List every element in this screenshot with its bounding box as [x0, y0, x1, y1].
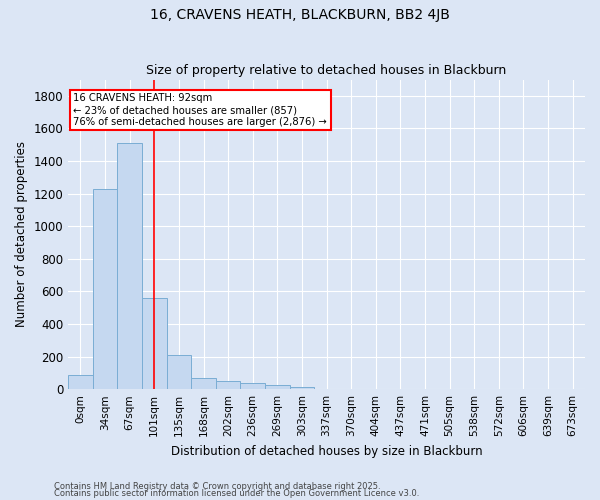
Bar: [167, 355, 191, 389]
Bar: [191, 378, 216, 389]
Bar: [68, 374, 93, 389]
Bar: [142, 298, 167, 389]
Bar: [118, 143, 142, 389]
Text: Contains public sector information licensed under the Open Government Licence v3: Contains public sector information licen…: [54, 489, 419, 498]
Text: 16, CRAVENS HEATH, BLACKBURN, BB2 4JB: 16, CRAVENS HEATH, BLACKBURN, BB2 4JB: [150, 8, 450, 22]
Bar: [93, 188, 118, 389]
Text: 16 CRAVENS HEATH: 92sqm
← 23% of detached houses are smaller (857)
76% of semi-d: 16 CRAVENS HEATH: 92sqm ← 23% of detache…: [73, 94, 327, 126]
Title: Size of property relative to detached houses in Blackburn: Size of property relative to detached ho…: [146, 64, 507, 77]
Bar: [216, 381, 241, 389]
Bar: [290, 386, 314, 389]
Y-axis label: Number of detached properties: Number of detached properties: [15, 142, 28, 328]
Text: Contains HM Land Registry data © Crown copyright and database right 2025.: Contains HM Land Registry data © Crown c…: [54, 482, 380, 491]
Bar: [265, 385, 290, 389]
X-axis label: Distribution of detached houses by size in Blackburn: Distribution of detached houses by size …: [171, 444, 482, 458]
Bar: [241, 382, 265, 389]
